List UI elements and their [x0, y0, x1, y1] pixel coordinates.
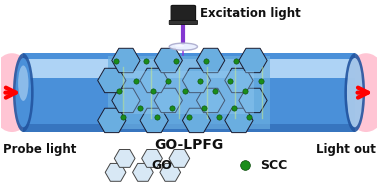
Ellipse shape — [15, 58, 31, 127]
Polygon shape — [112, 88, 140, 113]
Bar — [23, 59, 355, 78]
Polygon shape — [225, 68, 253, 93]
Polygon shape — [105, 163, 126, 181]
Polygon shape — [239, 88, 267, 113]
FancyBboxPatch shape — [169, 20, 197, 25]
Ellipse shape — [344, 53, 365, 132]
Text: Light out: Light out — [316, 143, 375, 156]
Polygon shape — [160, 163, 181, 181]
Polygon shape — [112, 48, 140, 73]
Bar — [108, 56, 270, 129]
Polygon shape — [154, 48, 183, 73]
Text: GO: GO — [151, 159, 172, 172]
Polygon shape — [239, 48, 267, 73]
Polygon shape — [142, 149, 163, 167]
Polygon shape — [197, 48, 225, 73]
Polygon shape — [140, 108, 168, 133]
Ellipse shape — [169, 43, 197, 50]
Polygon shape — [98, 108, 126, 133]
Text: Probe light: Probe light — [3, 143, 76, 156]
Text: Excitation light: Excitation light — [200, 7, 301, 20]
Polygon shape — [114, 149, 135, 167]
Text: GO-LPFG: GO-LPFG — [154, 138, 224, 152]
Polygon shape — [98, 68, 126, 93]
Ellipse shape — [175, 45, 184, 47]
Ellipse shape — [347, 58, 363, 127]
Polygon shape — [133, 163, 153, 181]
Ellipse shape — [0, 53, 36, 132]
Ellipse shape — [18, 65, 28, 101]
FancyBboxPatch shape — [171, 5, 195, 22]
Polygon shape — [169, 149, 190, 167]
Bar — [23, 124, 355, 132]
Polygon shape — [154, 88, 183, 113]
Bar — [23, 53, 355, 132]
Text: SCC: SCC — [260, 159, 288, 172]
Polygon shape — [225, 108, 253, 133]
Polygon shape — [183, 68, 211, 93]
Polygon shape — [140, 68, 168, 93]
Bar — [124, 71, 254, 114]
Polygon shape — [197, 88, 225, 113]
Ellipse shape — [13, 53, 34, 132]
Polygon shape — [183, 108, 211, 133]
Ellipse shape — [342, 53, 378, 132]
